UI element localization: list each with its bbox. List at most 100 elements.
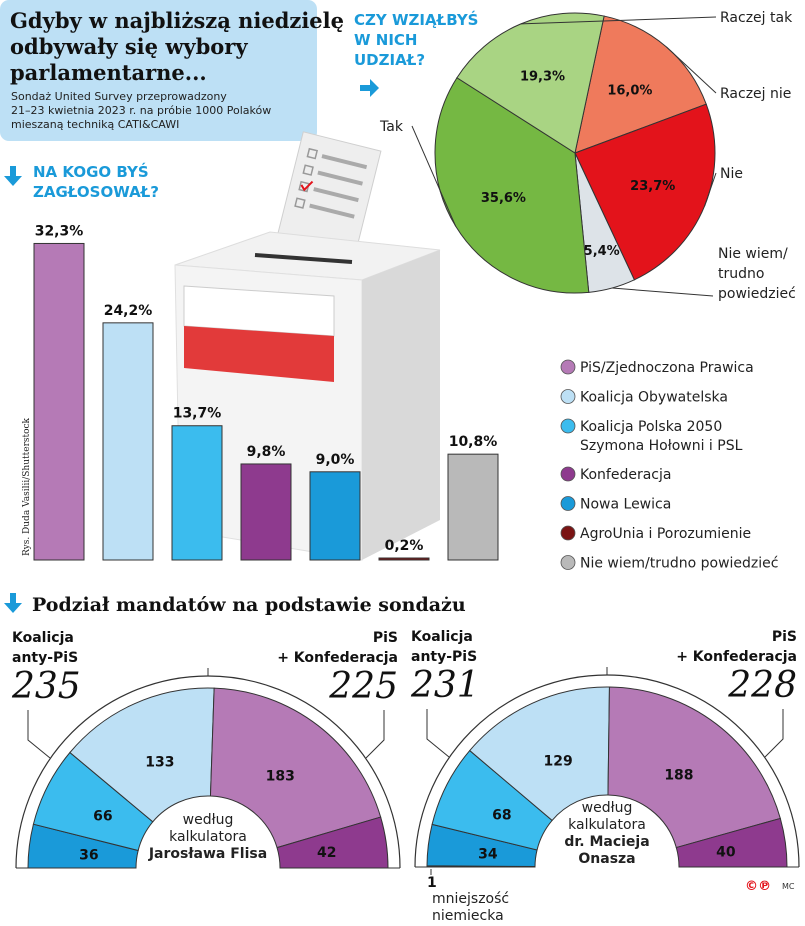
ballot-paper [276, 131, 382, 259]
legend-swatch [560, 525, 576, 541]
group-label: + Konfederacja [277, 650, 398, 666]
legend-label: Szymona Hołowni i PSL [580, 438, 743, 454]
leader-line [411, 125, 457, 227]
bar-value-label: 10,8% [449, 434, 498, 450]
seat-segment [69, 687, 215, 823]
header-background [0, 0, 317, 141]
pie-slice [434, 77, 590, 294]
group-label: PiS [373, 630, 398, 646]
heading-line: ZAGŁOSOWAŁ? [33, 183, 159, 201]
calculator-label: Jarosława Flisa [148, 846, 267, 862]
legend-label: Koalicja Polska 2050 [580, 419, 722, 435]
majority-frame-arc [15, 675, 401, 869]
seat-count-label: 34 [478, 846, 498, 862]
legend-item: Nie wiem/trudno powiedzieć [560, 555, 778, 572]
bar [33, 242, 85, 561]
leader-line [426, 709, 450, 758]
turnout-pie-chart: 16,0% Raczej nie 23,7% Nie 5,4% Nie wiem/trud… [379, 10, 796, 302]
leader-line [764, 709, 784, 758]
pie-category-label: Tak [379, 119, 404, 135]
calculator-label: według [582, 800, 633, 816]
author-initials: MC [782, 882, 795, 891]
bar [378, 557, 430, 561]
legend-swatch [560, 418, 576, 434]
bar-value-label: 13,7% [173, 406, 222, 422]
pie-value-label: 23,7% [630, 179, 675, 194]
legend-item: Konfederacja [560, 466, 671, 483]
party-legend: PiS/Zjednoczona Prawica Koalicja Obywatel… [560, 359, 778, 572]
legend-item: Nowa Lewica [560, 496, 671, 513]
leader-line [520, 16, 717, 25]
arrow-right-icon [360, 79, 379, 97]
leader-line [365, 710, 385, 759]
seat-count-label: 133 [145, 754, 174, 770]
pie-category-label: Raczej tak [720, 10, 793, 26]
seat-segment [276, 816, 389, 869]
calculator-label: dr. Macieja [564, 834, 649, 850]
heading-line: NA KOGO BYŚ [33, 162, 149, 181]
subtitle-line: Sondaż United Survey przeprowadzony [11, 90, 227, 103]
minority-label: niemiecka [432, 908, 504, 924]
legend-item: AgroUnia i Porozumienie [560, 525, 751, 542]
turnout-heading: CZY WZIĄŁBYŚ W NICH UDZIAŁ? [354, 10, 484, 69]
flag-red [184, 326, 334, 382]
subtitle-line: 21–23 kwietnia 2023 r. na próbie 1000 Po… [11, 104, 271, 117]
header-title: Gdyby w najbliższą niedzielę odbywały si… [10, 8, 351, 85]
vote-bar-chart: 32,3% 24,2% 13,7% 9,8% 9,0% 0,2% 10,8% [33, 223, 499, 561]
seat-count-label: 183 [266, 769, 295, 785]
seat-count-label: 188 [664, 767, 693, 783]
group-label: Koalicja [411, 629, 473, 645]
calculator-label: kalkulatora [169, 829, 247, 845]
leader-line [27, 710, 51, 759]
calculator-label: kalkulatora [568, 817, 646, 833]
seat-count-label: 68 [492, 807, 511, 823]
ballot-box-illustration [174, 131, 441, 561]
seat-count-label: 36 [79, 847, 98, 863]
legend-label: Nie wiem/trudno powiedzieć [580, 556, 778, 572]
pie-slice [456, 12, 605, 154]
heading-line: W NICH [354, 31, 417, 49]
pie-category-label: Raczej nie [720, 86, 791, 102]
title-line: odbywały się wybory [10, 34, 248, 59]
image-credit: Rys. Duda Vasilii/Shutterstock [22, 417, 32, 556]
bar-value-label: 0,2% [385, 538, 424, 554]
seats-heading: Podział mandatów na podstawie sondażu [32, 594, 466, 616]
leader-line [612, 287, 714, 297]
seat-count-label: 42 [317, 845, 336, 861]
heading-line: CZY WZIĄŁBYŚ [354, 10, 479, 29]
pie-value-label: 19,3% [520, 70, 565, 85]
group-label: PiS [772, 629, 797, 645]
legend-label: Koalicja Obywatelska [580, 390, 728, 406]
bar [240, 463, 292, 561]
group-total: 225 [328, 666, 398, 707]
group-label: + Konfederacja [676, 649, 797, 665]
legend-item: PiS/Zjednoczona Prawica [560, 359, 754, 376]
bar-value-label: 9,0% [316, 452, 355, 468]
calculator-label: Onasza [578, 851, 635, 867]
arrow-down-icon [4, 593, 22, 613]
label-line: trudno [718, 266, 764, 282]
bar [447, 453, 499, 561]
pie-category-label: Nie [720, 166, 743, 182]
seat-segment [607, 686, 781, 849]
seat-count-label: 40 [716, 845, 736, 861]
label-line: powiedzieć [718, 286, 796, 302]
majority-frame-arc [414, 674, 800, 868]
header-subtitle: Sondaż United Survey przeprowadzony 21–2… [11, 90, 275, 131]
legend-item: Koalicja Polska 2050 Szymona Hołowni i PS… [560, 418, 743, 454]
group-total: 231 [410, 665, 480, 706]
bar [171, 425, 223, 561]
group-label: anty-PiS [411, 649, 477, 665]
copyright-mark: ©℗ [745, 879, 771, 894]
legend-label: AgroUnia i Porozumienie [580, 526, 751, 542]
legend-label: Konfederacja [580, 467, 671, 483]
legend-swatch [560, 389, 576, 404]
legend-swatch [560, 359, 576, 375]
pie-value-label: 35,6% [481, 191, 526, 206]
minority-seats: 1 [427, 875, 437, 891]
title-line: Gdyby w najbliższą niedzielę [10, 8, 344, 33]
bar-value-label: 24,2% [104, 303, 153, 319]
group-label: Koalicja [12, 630, 74, 646]
group-total: 228 [727, 665, 797, 706]
seat-segment [675, 817, 788, 868]
